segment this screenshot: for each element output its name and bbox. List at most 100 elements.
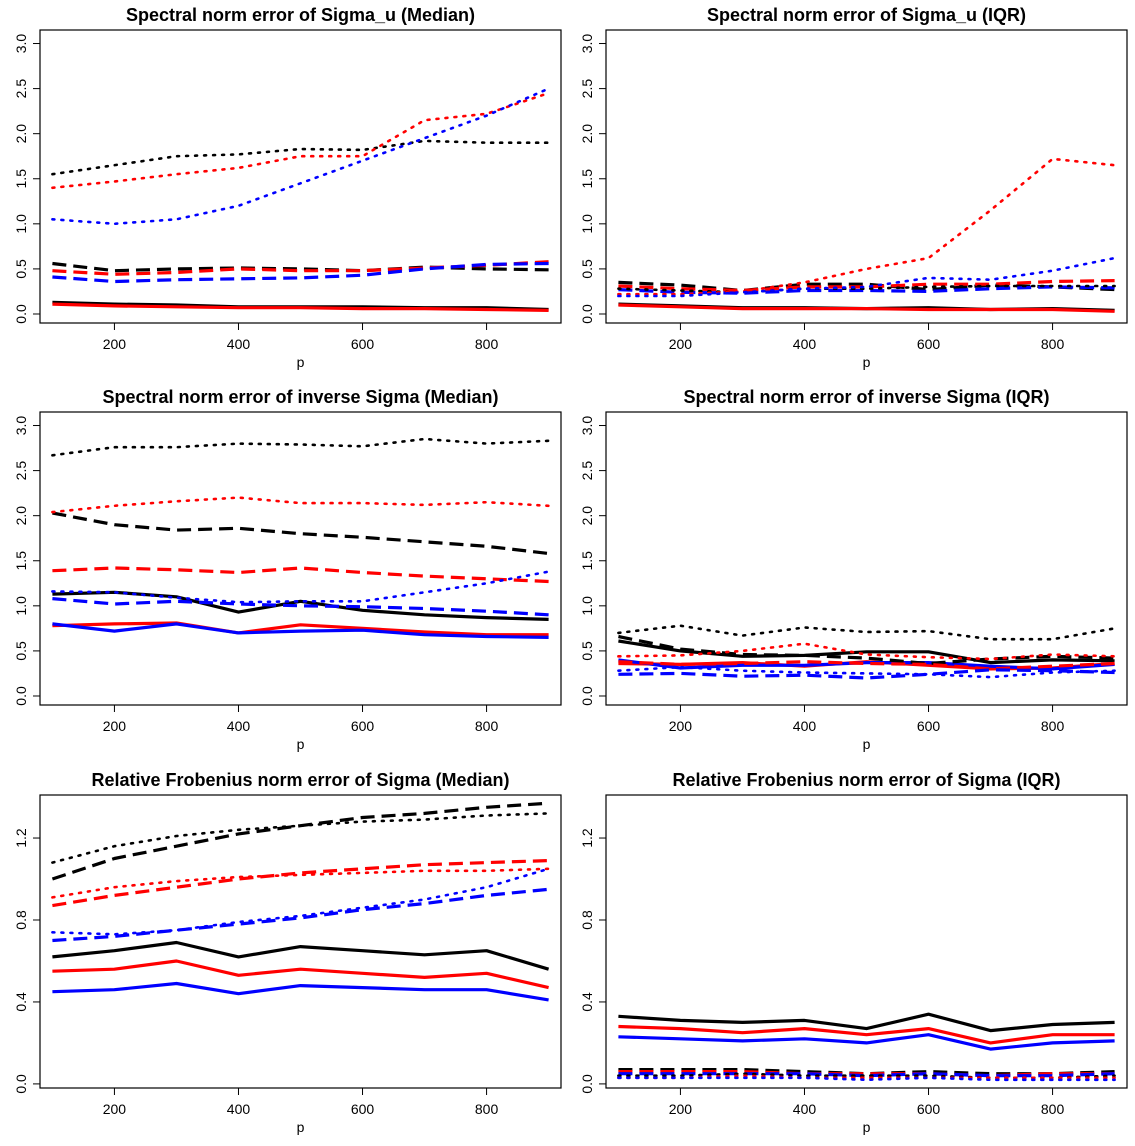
y-tick-label: 3.0	[13, 416, 29, 436]
y-tick-label: 1.0	[13, 596, 29, 616]
y-tick-label: 2.0	[13, 506, 29, 526]
y-tick-label: 0.8	[579, 910, 595, 930]
series-line-red-solid	[618, 303, 1115, 313]
x-tick-label: 400	[793, 1101, 817, 1117]
x-tick-label: 800	[475, 1101, 499, 1117]
y-tick-label: 3.0	[579, 34, 595, 54]
y-tick-label: 2.5	[13, 79, 29, 99]
y-tick-label: 0.0	[579, 1074, 595, 1094]
x-tick-label: 600	[351, 1101, 375, 1117]
y-tick-label: 0.4	[579, 992, 595, 1012]
x-tick-label: 800	[1041, 1101, 1065, 1117]
series-group	[51, 437, 550, 639]
chart-title: Relative Frobenius norm error of Sigma (…	[672, 770, 1060, 790]
y-tick-label: 0.0	[13, 1074, 29, 1094]
chart-title: Spectral norm error of Sigma_u (IQR)	[707, 5, 1026, 25]
series-line-red-dashed	[52, 859, 549, 908]
series-line-blue-dotted	[617, 665, 1116, 679]
y-tick-label: 2.0	[579, 124, 595, 144]
y-tick-label: 1.0	[579, 596, 595, 616]
x-tick-label: 600	[917, 336, 941, 352]
series-line-red-solid	[52, 302, 549, 312]
y-tick-label: 0.0	[579, 686, 595, 706]
y-tick-label: 2.5	[579, 461, 595, 481]
x-tick-label: 200	[103, 1101, 127, 1117]
series-line-black-dashed	[618, 634, 1115, 666]
panel-4: Spectral norm error of inverse Sigma (IQ…	[579, 387, 1128, 752]
panel-1: Spectral norm error of Sigma_u (Median) 2…	[13, 5, 562, 370]
x-axis-label: p	[863, 1119, 871, 1135]
y-tick-label: 0.5	[579, 641, 595, 661]
series-line-black-dotted	[51, 812, 550, 864]
series-line-blue-solid	[52, 981, 549, 1002]
plot-frame	[605, 794, 1128, 1089]
x-tick-label: 600	[351, 718, 375, 734]
plot-frame	[39, 794, 562, 1089]
panel-3: Spectral norm error of inverse Sigma (Me…	[13, 387, 562, 752]
x-tick-label: 800	[1041, 718, 1065, 734]
series-line-red-dotted	[617, 157, 1116, 296]
series-line-red-solid	[52, 959, 549, 990]
series-line-blue-dotted	[51, 570, 550, 604]
series-line-blue-dotted	[51, 87, 550, 226]
series-line-black-dotted	[51, 437, 550, 457]
y-tick-label: 0.5	[13, 641, 29, 661]
series-line-black-solid	[52, 940, 550, 971]
x-axis-label: p	[863, 354, 871, 370]
x-tick-label: 200	[669, 336, 693, 352]
y-tick-label: 1.5	[13, 551, 29, 571]
series-line-black-dotted	[617, 624, 1116, 641]
y-tick-label: 2.0	[13, 124, 29, 144]
x-axis-label: p	[297, 354, 305, 370]
y-tick-label: 2.0	[579, 506, 595, 526]
y-tick-label: 1.5	[579, 551, 595, 571]
y-tick-label: 0.4	[13, 992, 29, 1012]
y-tick-label: 0.5	[13, 259, 29, 279]
series-line-black-dotted	[617, 284, 1116, 294]
x-tick-label: 800	[475, 718, 499, 734]
x-tick-label: 200	[669, 1101, 693, 1117]
series-group	[51, 87, 550, 312]
x-tick-label: 400	[793, 336, 817, 352]
series-line-red-solid	[52, 621, 549, 637]
series-line-black-dashed	[52, 511, 549, 556]
plot-frame	[605, 29, 1128, 324]
y-tick-label: 3.0	[579, 416, 595, 436]
x-tick-label: 600	[351, 336, 375, 352]
x-axis-label: p	[863, 736, 871, 752]
y-tick-label: 1.2	[13, 828, 29, 848]
chart-title: Relative Frobenius norm error of Sigma (…	[91, 770, 509, 790]
y-tick-label: 0.0	[13, 686, 29, 706]
x-axis-label: p	[297, 736, 305, 752]
series-line-red-dotted	[51, 867, 550, 899]
series-line-blue-dotted	[617, 256, 1116, 298]
panel-6: Relative Frobenius norm error of Sigma (…	[579, 770, 1128, 1135]
y-tick-label: 1.0	[579, 214, 595, 234]
plot-frame	[605, 411, 1128, 706]
series-group	[51, 801, 550, 1002]
series-line-black-solid	[618, 1012, 1115, 1033]
x-tick-label: 200	[103, 336, 127, 352]
chart-title: Spectral norm error of inverse Sigma (IQ…	[683, 387, 1049, 407]
plot-frame	[39, 411, 562, 706]
series-line-black-solid	[52, 590, 549, 621]
series-line-black-dotted	[51, 139, 550, 176]
y-tick-label: 0.0	[579, 304, 595, 324]
panel-5: Relative Frobenius norm error of Sigma (…	[13, 770, 562, 1135]
chart-title: Spectral norm error of Sigma_u (Median)	[126, 5, 475, 25]
y-tick-label: 2.5	[579, 79, 595, 99]
x-axis-label: p	[297, 1119, 305, 1135]
series-line-red-dashed	[52, 566, 549, 584]
panel-2: Spectral norm error of Sigma_u (IQR) 200 4…	[579, 5, 1128, 370]
series-group	[617, 624, 1116, 680]
y-tick-label: 0.5	[579, 259, 595, 279]
series-group	[617, 1012, 1116, 1082]
chart-title: Spectral norm error of inverse Sigma (Me…	[102, 387, 498, 407]
y-tick-label: 0.0	[13, 304, 29, 324]
x-tick-label: 200	[103, 718, 127, 734]
x-tick-label: 200	[669, 718, 693, 734]
y-tick-label: 1.2	[579, 828, 595, 848]
series-line-red-solid	[618, 1024, 1115, 1045]
